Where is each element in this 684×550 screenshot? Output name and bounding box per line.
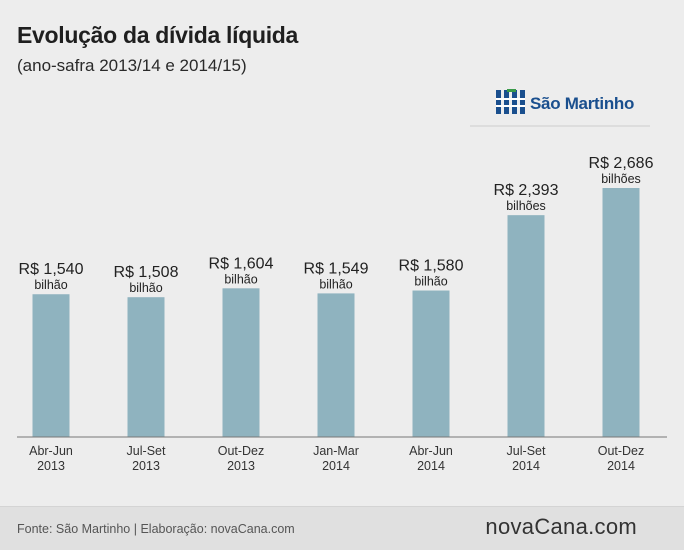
x-tick-label-1: Abr-Jun: [29, 444, 73, 458]
x-tick-label-7: Out-Dez: [598, 444, 645, 458]
x-tick-year-1: 2013: [37, 459, 65, 473]
x-tick-year-6: 2014: [512, 459, 540, 473]
value-label-4: R$ 1,549: [304, 260, 369, 277]
unit-label-6: bilhões: [506, 199, 546, 213]
chart-title: Evolução da dívida líquida: [17, 22, 299, 48]
unit-label-4: bilhão: [319, 277, 352, 291]
x-tick-year-3: 2013: [227, 459, 255, 473]
unit-label-3: bilhão: [224, 272, 257, 286]
x-tick-year-4: 2014: [322, 459, 350, 473]
x-tick-label-3: Out-Dez: [218, 444, 265, 458]
chart-subtitle: (ano-safra 2013/14 e 2014/15): [17, 56, 247, 75]
footer: Fonte: São Martinho | Elaboração: novaCa…: [0, 506, 684, 550]
value-label-1: R$ 1,540: [19, 261, 84, 278]
unit-label-7: bilhões: [601, 172, 641, 186]
sao-martinho-logo: São Martinho: [470, 84, 650, 127]
x-tick-label-6: Jul-Set: [507, 444, 546, 458]
value-label-2: R$ 1,508: [114, 264, 179, 281]
unit-label-2: bilhão: [129, 281, 162, 295]
logo-text: São Martinho: [530, 94, 635, 113]
value-label-5: R$ 1,580: [399, 258, 464, 275]
x-tick-label-5: Abr-Jun: [409, 444, 453, 458]
sao-martinho-logo-icon: [496, 89, 525, 114]
value-label-7: R$ 2,686: [589, 155, 654, 172]
x-tick-year-5: 2014: [417, 459, 445, 473]
unit-label-5: bilhão: [414, 275, 447, 289]
bar-6: [507, 215, 545, 437]
x-tick-label-2: Jul-Set: [127, 444, 166, 458]
bar-2: [127, 297, 165, 437]
value-label-3: R$ 1,604: [209, 255, 274, 272]
x-tick-year-7: 2014: [607, 459, 635, 473]
source-note: Fonte: São Martinho | Elaboração: novaCa…: [17, 522, 295, 536]
bar-5: [412, 290, 450, 437]
bar-1: [32, 294, 70, 437]
logo-divider: [470, 125, 650, 127]
x-tick-year-2: 2013: [132, 459, 160, 473]
brand-wordmark: novaCana.com: [485, 514, 637, 539]
unit-label-1: bilhão: [34, 278, 67, 292]
bar-4: [317, 293, 355, 437]
x-tick-label-4: Jan-Mar: [313, 444, 359, 458]
value-label-6: R$ 2,393: [494, 182, 559, 199]
bar-7: [602, 188, 640, 437]
bar-3: [222, 288, 260, 437]
